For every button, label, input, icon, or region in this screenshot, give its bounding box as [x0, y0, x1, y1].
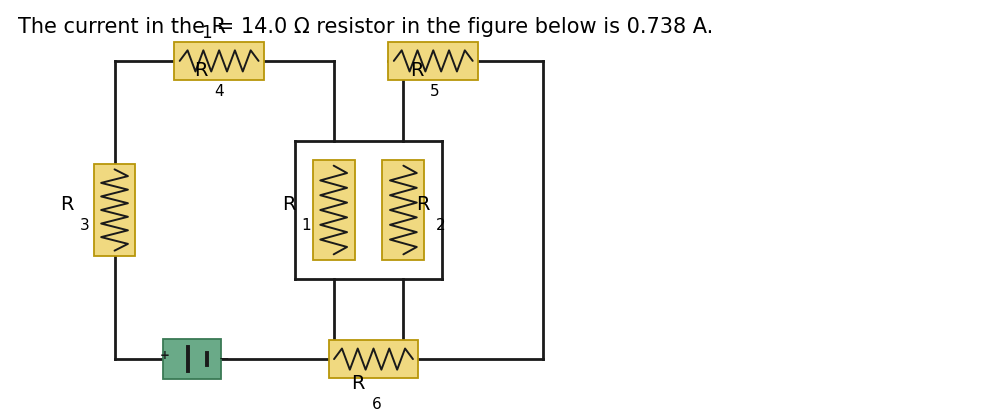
- FancyBboxPatch shape: [163, 339, 221, 379]
- Text: = 14.0 Ω resistor in the figure below is 0.738 A.: = 14.0 Ω resistor in the figure below is…: [210, 17, 713, 37]
- FancyBboxPatch shape: [313, 160, 355, 260]
- Text: 3: 3: [80, 218, 90, 233]
- FancyBboxPatch shape: [382, 160, 424, 260]
- Text: R: R: [416, 195, 430, 214]
- FancyBboxPatch shape: [94, 164, 135, 256]
- Text: 6: 6: [372, 396, 381, 412]
- FancyBboxPatch shape: [329, 340, 418, 378]
- Text: +: +: [159, 349, 169, 362]
- Text: R: R: [410, 61, 424, 80]
- FancyBboxPatch shape: [174, 42, 264, 80]
- Text: 2: 2: [436, 218, 446, 233]
- Text: 1: 1: [302, 218, 312, 233]
- Text: 1: 1: [201, 24, 212, 42]
- Text: 5: 5: [430, 84, 440, 99]
- Text: −: −: [219, 353, 229, 365]
- Text: R: R: [60, 195, 74, 214]
- Text: The current in the R: The current in the R: [18, 17, 226, 37]
- FancyBboxPatch shape: [388, 42, 478, 80]
- Text: R: R: [352, 374, 366, 393]
- Text: 4: 4: [214, 84, 224, 99]
- Text: R: R: [194, 61, 208, 80]
- Text: R: R: [282, 195, 296, 214]
